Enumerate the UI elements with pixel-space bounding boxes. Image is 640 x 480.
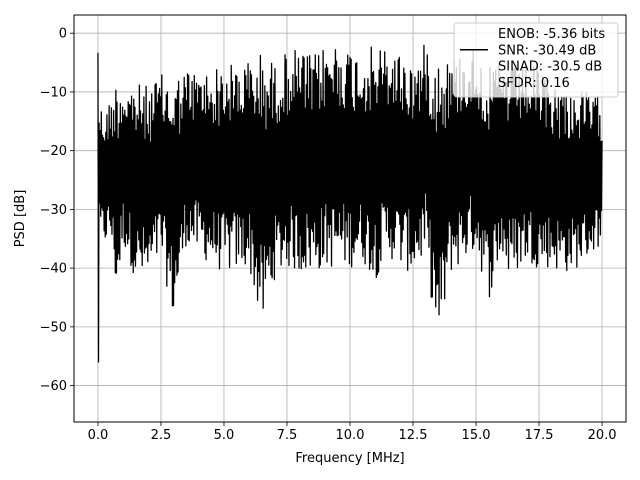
- y-axis-ticks: 0 −10 −20 −30 −40 −50 −60: [40, 27, 74, 394]
- y-axis-label: PSD [dB]: [13, 190, 28, 248]
- x-tick-label: 5.0: [214, 428, 235, 443]
- x-tick-label: 7.5: [277, 428, 298, 443]
- x-tick-label: 10.0: [336, 428, 365, 443]
- legend-entry-label: SFDR: 0.16: [498, 76, 570, 91]
- legend-entry-label: SNR: -30.49 dB: [498, 43, 596, 58]
- y-tick-label: −50: [40, 320, 67, 335]
- x-tick-label: 15.0: [462, 428, 491, 443]
- y-tick-label: −20: [40, 144, 67, 159]
- x-axis-label: Frequency [MHz]: [295, 451, 404, 466]
- y-tick-label: −60: [40, 379, 67, 394]
- x-tick-label: 12.5: [399, 428, 428, 443]
- x-tick-label: 0.0: [88, 428, 109, 443]
- y-tick-label: −30: [40, 203, 67, 218]
- y-tick-label: 0: [59, 27, 67, 42]
- legend-entry-label: SINAD: -30.5 dB: [498, 60, 602, 75]
- series-layer: [97, 44, 603, 363]
- y-tick-label: −40: [40, 262, 67, 277]
- psd-series-line: [97, 44, 603, 363]
- y-tick-label: −10: [40, 85, 67, 100]
- x-axis-ticks: 0.0 2.5 5.0 7.5 10.0 12.5 15.0 17.5 20.0: [88, 422, 617, 443]
- x-tick-label: 20.0: [588, 428, 617, 443]
- legend-box: [453, 22, 619, 98]
- legend-entry-label: ENOB: -5.36 bits: [498, 27, 605, 42]
- x-tick-label: 2.5: [151, 428, 172, 443]
- x-tick-label: 17.5: [525, 428, 554, 443]
